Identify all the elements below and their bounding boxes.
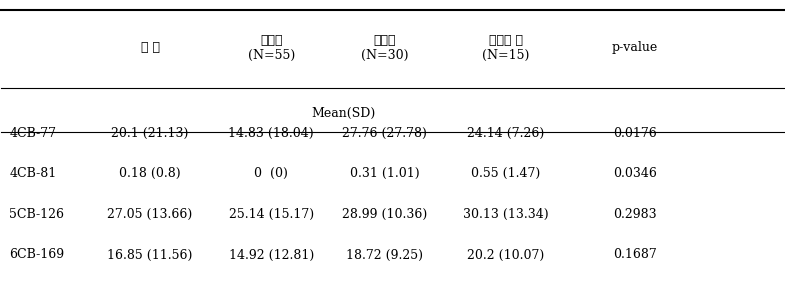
Text: 0.2983: 0.2983 bbox=[613, 208, 657, 221]
Text: 0.1687: 0.1687 bbox=[613, 248, 657, 261]
Text: 당뇨병
(N=30): 당뇨병 (N=30) bbox=[361, 34, 408, 62]
Text: 0.18 (0.8): 0.18 (0.8) bbox=[119, 167, 181, 180]
Text: 18.72 (9.25): 18.72 (9.25) bbox=[346, 248, 423, 261]
Text: 14.83 (18.04): 14.83 (18.04) bbox=[228, 127, 314, 140]
Text: 24.14 (7.26): 24.14 (7.26) bbox=[467, 127, 545, 140]
Text: Mean(SD): Mean(SD) bbox=[312, 107, 376, 120]
Text: 16.85 (11.56): 16.85 (11.56) bbox=[108, 248, 192, 261]
Text: 5CB-126: 5CB-126 bbox=[9, 208, 64, 221]
Text: 28.99 (10.36): 28.99 (10.36) bbox=[342, 208, 427, 221]
Text: 20.2 (10.07): 20.2 (10.07) bbox=[467, 248, 545, 261]
Text: 4CB-77: 4CB-77 bbox=[9, 127, 57, 140]
Text: 갑상선 암
(N=15): 갑상선 암 (N=15) bbox=[482, 34, 530, 62]
Text: 14.92 (12.81): 14.92 (12.81) bbox=[228, 248, 314, 261]
Text: 20.1 (21.13): 20.1 (21.13) bbox=[111, 127, 188, 140]
Text: 27.05 (13.66): 27.05 (13.66) bbox=[108, 208, 192, 221]
Text: p-value: p-value bbox=[612, 41, 658, 54]
Text: 0.31 (1.01): 0.31 (1.01) bbox=[350, 167, 419, 180]
Text: 6CB-169: 6CB-169 bbox=[9, 248, 64, 261]
Text: 30.13 (13.34): 30.13 (13.34) bbox=[463, 208, 549, 221]
Text: 4CB-81: 4CB-81 bbox=[9, 167, 57, 180]
Text: 27.76 (27.78): 27.76 (27.78) bbox=[342, 127, 427, 140]
Text: 0  (0): 0 (0) bbox=[254, 167, 288, 180]
Text: 대조군
(N=55): 대조군 (N=55) bbox=[247, 34, 295, 62]
Text: 0.55 (1.47): 0.55 (1.47) bbox=[471, 167, 541, 180]
Text: 25.14 (15.17): 25.14 (15.17) bbox=[228, 208, 314, 221]
Text: 0.0346: 0.0346 bbox=[613, 167, 657, 180]
Text: 전 체: 전 체 bbox=[141, 41, 159, 54]
Text: 0.0176: 0.0176 bbox=[613, 127, 657, 140]
